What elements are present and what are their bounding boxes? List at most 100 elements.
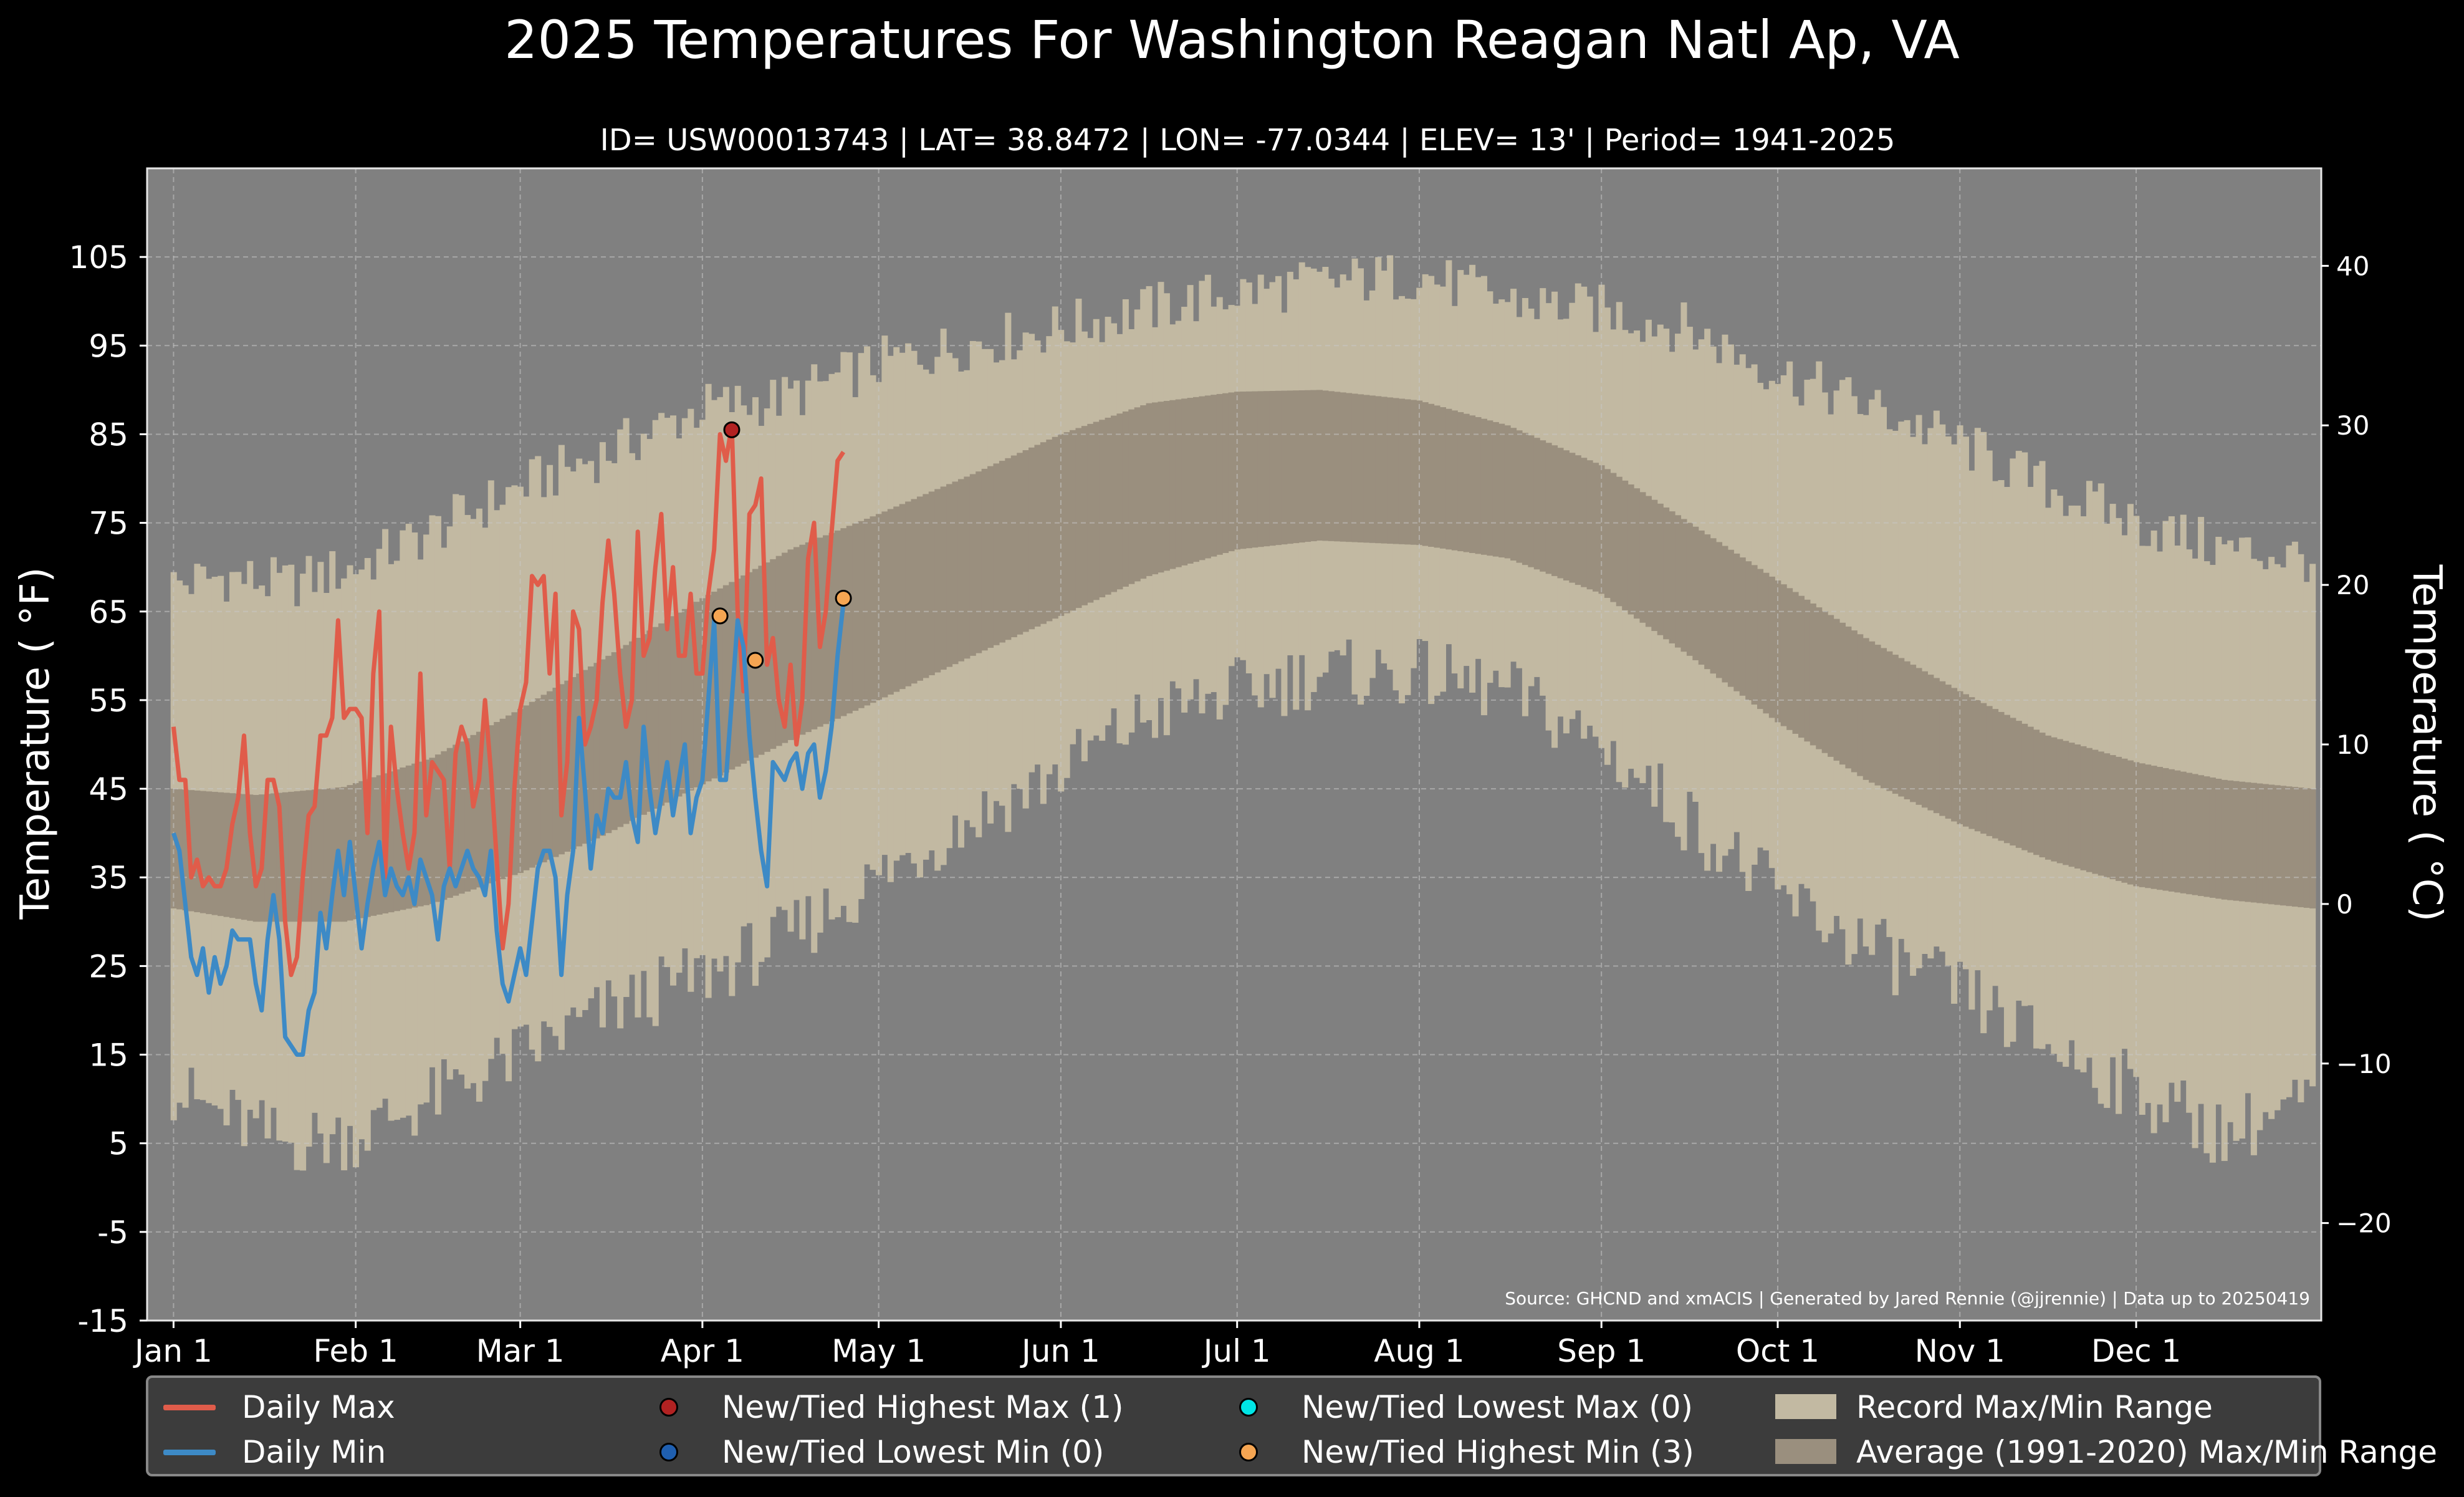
- normal-range-bar: [1904, 661, 1910, 799]
- normal-range-bar: [1933, 678, 1940, 814]
- normal-range-bar: [276, 792, 283, 922]
- normal-range-bar: [1328, 391, 1335, 541]
- normal-range-bar: [593, 663, 600, 839]
- normal-range-bar: [2309, 789, 2316, 908]
- normal-range-bar: [635, 637, 641, 818]
- normal-range-bar: [1075, 428, 1082, 609]
- normal-range-bar: [2280, 786, 2287, 906]
- normal-range-bar: [1798, 595, 1805, 738]
- normal-range-bar: [1939, 681, 1946, 816]
- normal-range-bar: [858, 521, 865, 708]
- normal-range-bar: [1780, 584, 1787, 726]
- normal-range-bar: [1892, 655, 1899, 794]
- normal-range-bar: [552, 688, 559, 857]
- normal-range-bar: [1152, 402, 1159, 575]
- normal-range-bar: [2104, 753, 2111, 878]
- normal-range-bar: [2116, 756, 2122, 881]
- normal-range-bar: [547, 691, 554, 860]
- normal-range-bar: [1022, 450, 1029, 632]
- normal-range-bar: [1504, 425, 1511, 559]
- normal-range-bar: [1340, 392, 1346, 542]
- normal-range-bar: [1974, 700, 1981, 832]
- normal-range-bar: [1381, 397, 1388, 544]
- normal-range-bar: [464, 738, 471, 892]
- normal-range-bar: [270, 793, 277, 922]
- x-tick-label: Apr 1: [661, 1333, 744, 1369]
- normal-range-bar: [1293, 390, 1300, 544]
- y-tick-label: -5: [97, 1215, 128, 1251]
- normal-range-bar: [2074, 744, 2081, 869]
- normal-range-bar: [470, 734, 477, 890]
- normal-range-bar: [1910, 665, 1917, 802]
- normal-range-bar: [2221, 779, 2228, 900]
- normal-range-bar: [1716, 542, 1723, 678]
- normal-range-bar: [393, 769, 400, 912]
- normal-range-bar: [1627, 484, 1634, 615]
- normal-range-bar: [823, 535, 830, 724]
- normal-range-bar: [588, 666, 595, 841]
- normal-range-bar: [1245, 391, 1252, 549]
- normal-range-bar: [599, 659, 606, 836]
- normal-range-bar: [946, 484, 953, 667]
- normal-range-bar: [1128, 409, 1135, 584]
- y-tick-label: 45: [89, 771, 128, 807]
- legend-swatch: [155, 1387, 224, 1428]
- normal-range-bar: [1792, 592, 1799, 734]
- normal-range-bar: [1739, 557, 1746, 696]
- y-axis-left: -15 -5 5 15 25 35 45 55 65 75 85 95 105: [69, 239, 147, 1339]
- y-tick-label: 15: [89, 1037, 128, 1074]
- x-tick-label: Sep 1: [1557, 1333, 1646, 1369]
- normal-range-bar: [1980, 703, 1987, 834]
- normal-range-bar: [1540, 440, 1546, 572]
- y2-tick-label: 10: [2336, 729, 2369, 760]
- normal-range-bar: [1158, 402, 1164, 573]
- legend-swatch: [155, 1432, 224, 1473]
- normal-range-bar: [206, 791, 213, 915]
- normal-range-bar: [1669, 511, 1675, 643]
- normal-range-bar: [664, 620, 671, 803]
- normal-range-bar: [681, 609, 688, 794]
- x-tick-label: Mar 1: [476, 1333, 565, 1369]
- normal-range-bar: [1581, 458, 1588, 587]
- normal-range-bar: [1081, 426, 1088, 605]
- normal-range-bar: [1898, 658, 1905, 797]
- normal-range-bar: [1816, 607, 1823, 749]
- normal-range-bar: [535, 698, 542, 865]
- normal-range-bar: [506, 715, 512, 877]
- x-tick-label: Dec 1: [2091, 1333, 2181, 1369]
- normal-range-bar: [2045, 735, 2051, 860]
- normal-range-bar: [2215, 778, 2222, 899]
- normal-range-bar: [870, 516, 876, 703]
- legend-item: New/Tied Lowest Min (0): [635, 1432, 1104, 1473]
- normal-range-bar: [494, 721, 501, 882]
- legend-item: New/Tied Highest Max (1): [635, 1387, 1124, 1428]
- normal-range-bar: [1451, 410, 1458, 551]
- normal-range-bar: [2127, 760, 2134, 885]
- y-axis-label-left: Temperature ( °F): [12, 567, 59, 920]
- normal-range-bar: [1046, 439, 1053, 622]
- normal-range-bar: [2262, 784, 2269, 904]
- legend-label: Record Max/Min Range: [1856, 1389, 2213, 1425]
- normal-range-bar: [1393, 398, 1399, 544]
- normal-range-bar: [441, 751, 448, 900]
- normal-range-bar: [1710, 538, 1717, 674]
- normal-range-bar: [934, 489, 941, 673]
- normal-range-bar: [194, 790, 201, 913]
- normal-range-bar: [1134, 407, 1141, 582]
- normal-range-bar: [993, 463, 1000, 645]
- normal-range-bar: [2162, 768, 2169, 891]
- normal-range-bar: [811, 540, 818, 729]
- normal-range-bar: [2145, 764, 2152, 888]
- normal-range-bar: [1410, 400, 1417, 545]
- y2-tick-label: 0: [2336, 889, 2353, 920]
- normal-range-bar: [423, 759, 430, 905]
- normal-range-bar: [199, 791, 206, 913]
- x-tick-label: Feb 1: [314, 1333, 398, 1369]
- normal-range-bar: [2021, 723, 2028, 850]
- legend-item: New/Tied Highest Min (3): [1214, 1432, 1694, 1473]
- normal-range-bar: [957, 479, 964, 662]
- normal-range-bar: [1310, 390, 1317, 542]
- normal-range-bar: [893, 506, 900, 692]
- normal-range-bar: [787, 549, 794, 740]
- normal-range-bar: [2256, 783, 2263, 903]
